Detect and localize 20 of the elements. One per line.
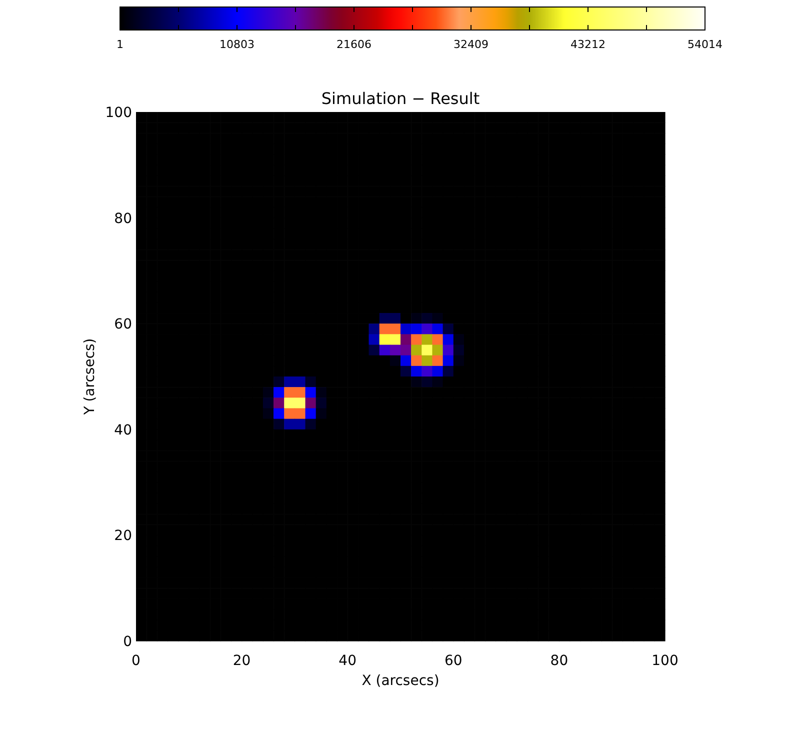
color-bar-label: 1: [116, 38, 124, 51]
color-bar-label: 32409: [454, 38, 488, 51]
y-tick-label: 0: [123, 634, 132, 650]
y-tick-label: 80: [114, 210, 132, 227]
x-tick-label: 60: [444, 653, 462, 669]
y-tick-label: 60: [114, 316, 132, 333]
color-bar-label: 54014: [688, 38, 722, 51]
color-bar-label: 10803: [219, 38, 254, 51]
color-bar-label: 43212: [570, 38, 606, 51]
y-tick-label: 20: [114, 528, 132, 544]
y-axis-title: Y (arcsecs): [82, 338, 98, 416]
x-tick-label: 100: [652, 653, 678, 669]
x-axis-title: X (arcsecs): [362, 673, 440, 689]
x-tick-label: 80: [550, 653, 568, 669]
x-tick-label: 20: [232, 653, 251, 669]
color-bar-label: 21606: [336, 38, 372, 51]
chart-title: Simulation − Result: [321, 89, 480, 108]
y-tick-label: 100: [105, 105, 132, 121]
y-tick-label: 40: [114, 422, 132, 438]
x-tick-label: 40: [338, 653, 357, 669]
